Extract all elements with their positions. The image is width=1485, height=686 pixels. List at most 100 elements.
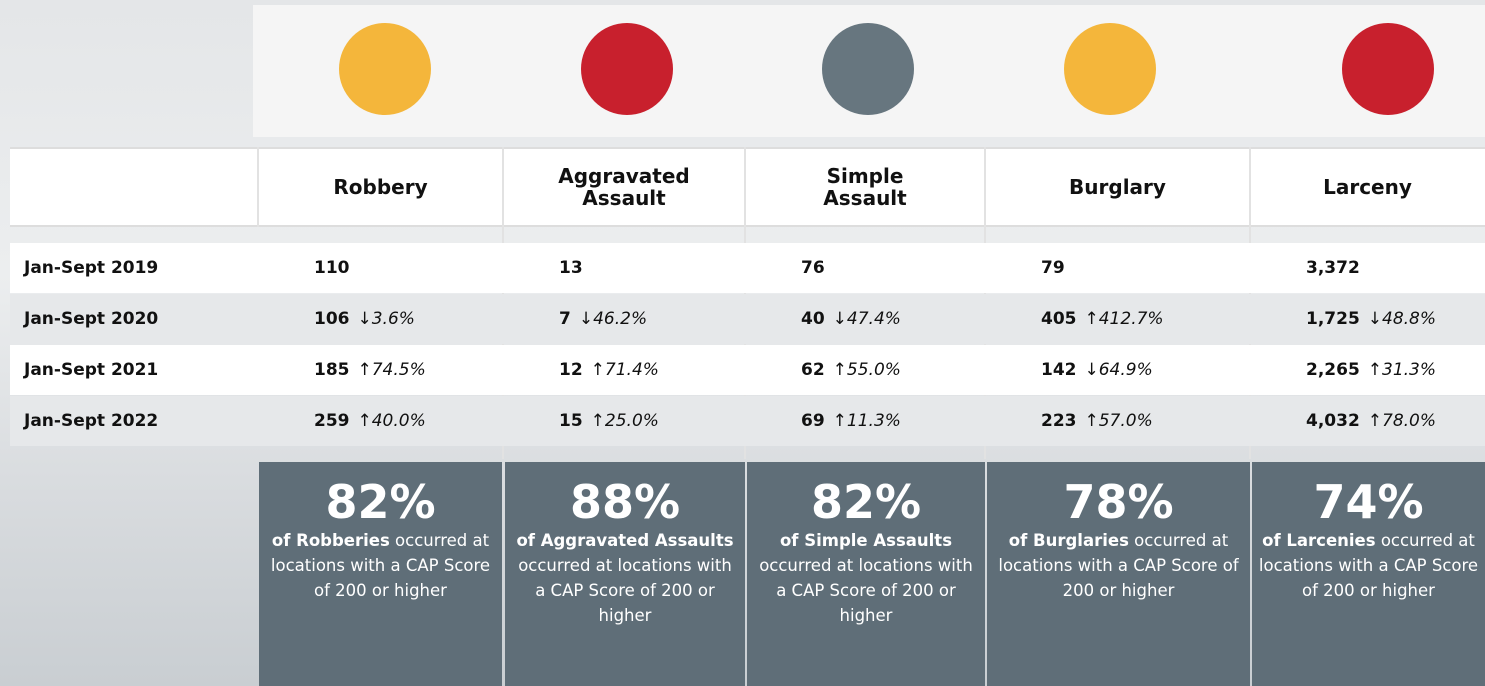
cell-value: 79 — [1041, 258, 1065, 278]
stat-percent: 74% — [1313, 475, 1424, 529]
stat-text: of Burglaries occurred at locations with… — [993, 528, 1244, 603]
stat-text: of Aggravated Assaults occurred at locat… — [511, 528, 739, 628]
column-header: Larceny — [1323, 175, 1412, 199]
table-cell: 62 ↑55.0% — [801, 345, 985, 395]
column-header: Simple Assault — [823, 164, 907, 210]
stat-box: 82% of Simple Assaults occurred at locati… — [747, 462, 985, 686]
cell-value: 12 — [559, 360, 583, 380]
cell-value: 185 — [314, 360, 350, 380]
table-cell: 12 ↑71.4% — [559, 345, 745, 395]
cell-value: 259 — [314, 411, 350, 431]
column-header: Robbery — [333, 175, 428, 199]
cell-change: ↑25.0% — [590, 411, 659, 431]
stat-bold: of Simple Assaults — [779, 531, 953, 550]
cell-change: ↑11.3% — [832, 411, 901, 431]
stat-bold: of Aggravated Assaults — [516, 531, 734, 550]
cell-value: 40 — [801, 309, 825, 329]
table-cell: 76 — [801, 243, 985, 293]
crime-icon — [1064, 23, 1156, 115]
row-label: Jan-Sept 2021 — [24, 360, 159, 380]
cell-change: ↑40.0% — [357, 411, 426, 431]
table-cell: 69 ↑11.3% — [801, 396, 985, 446]
row-label: Jan-Sept 2019 — [24, 258, 159, 278]
table-row — [10, 243, 1485, 293]
stat-desc: occurred at locations with a CAP Score o… — [1258, 531, 1479, 600]
stat-bold: of Larcenies — [1262, 531, 1376, 550]
stat-bold: of Burglaries — [1008, 531, 1129, 550]
table-row — [10, 345, 1485, 395]
table-cell: 1,725 ↓48.8% — [1306, 294, 1485, 344]
column-header: Aggravated Assault — [558, 164, 690, 210]
crime-icon — [1342, 23, 1434, 115]
table-cell: 185 ↑74.5% — [314, 345, 503, 395]
table-cell: 7 ↓46.2% — [559, 294, 745, 344]
cell-change: ↑78.0% — [1367, 411, 1437, 431]
crime-icon — [822, 23, 914, 115]
cell-change: ↑31.3% — [1367, 360, 1437, 380]
column-divider — [257, 147, 259, 227]
table-cell: 15 ↑25.0% — [559, 396, 745, 446]
stat-desc: occurred at locations with a CAP Score o… — [270, 531, 491, 600]
cell-change: ↑412.7% — [1084, 309, 1164, 329]
stat-text: of Larcenies occurred at locations with … — [1258, 528, 1479, 603]
cell-change: ↑71.4% — [590, 360, 659, 380]
cell-change: ↓47.4% — [832, 309, 901, 329]
stat-text: of Robberies occurred at locations with … — [265, 528, 496, 603]
crime-icon — [339, 23, 431, 115]
cell-value: 7 — [559, 309, 571, 329]
table-cell: 110 — [314, 243, 503, 293]
cell-value: 405 — [1041, 309, 1077, 329]
table-cell: 223 ↑57.0% — [1041, 396, 1250, 446]
table-cell: 4,032 ↑78.0% — [1306, 396, 1485, 446]
table-cell: 79 — [1041, 243, 1250, 293]
column-header: Burglary — [1069, 175, 1166, 199]
stat-percent: 82% — [810, 475, 922, 529]
stat-box: 88% of Aggravated Assaults occurred at lo… — [505, 462, 745, 686]
stat-box: 78% of Burglaries occurred at locations w… — [987, 462, 1250, 686]
stat-bold: of Robberies — [271, 531, 390, 550]
table-cell: 2,265 ↑31.3% — [1306, 345, 1485, 395]
cell-value: 4,032 — [1306, 411, 1360, 431]
table-cell: 259 ↑40.0% — [314, 396, 503, 446]
stat-box: 74% of Larcenies occurred at locations wi… — [1252, 462, 1485, 686]
cell-change: ↓64.9% — [1084, 360, 1153, 380]
cell-change: ↑74.5% — [357, 360, 426, 380]
cell-change: ↓3.6% — [357, 309, 415, 329]
table-cell: 40 ↓47.4% — [801, 294, 985, 344]
cell-value: 69 — [801, 411, 825, 431]
header-row — [10, 147, 1485, 227]
table-cell: 3,372 — [1306, 243, 1485, 293]
table-cell: 405 ↑412.7% — [1041, 294, 1250, 344]
stat-desc: occurred at locations with a CAP Score o… — [759, 556, 973, 625]
cell-value: 76 — [801, 258, 825, 278]
crime-icon — [581, 23, 673, 115]
stat-text: of Simple Assaults occurred at locations… — [753, 528, 979, 628]
stat-desc: occurred at locations with a CAP Score o… — [998, 531, 1239, 600]
cell-change: ↑57.0% — [1084, 411, 1153, 431]
cell-value: 3,372 — [1306, 258, 1360, 278]
cell-value: 110 — [314, 258, 350, 278]
table-cell: 106 ↓3.6% — [314, 294, 503, 344]
cell-value: 15 — [559, 411, 583, 431]
cell-value: 142 — [1041, 360, 1077, 380]
cell-value: 13 — [559, 258, 583, 278]
cell-value: 223 — [1041, 411, 1077, 431]
stat-percent: 78% — [1063, 475, 1174, 529]
table-cell: 142 ↓64.9% — [1041, 345, 1250, 395]
stat-box: 82% of Robberies occurred at locations wi… — [259, 462, 502, 686]
row-label: Jan-Sept 2020 — [24, 309, 159, 329]
cell-value: 2,265 — [1306, 360, 1360, 380]
stat-percent: 88% — [569, 475, 681, 529]
stat-desc: occurred at locations with a CAP Score o… — [518, 556, 732, 625]
cell-change: ↓48.8% — [1367, 309, 1437, 329]
table-cell: 13 — [559, 243, 745, 293]
cell-value: 106 — [314, 309, 350, 329]
table-row — [10, 396, 1485, 446]
cell-value: 62 — [801, 360, 825, 380]
stat-percent: 82% — [325, 475, 436, 529]
cell-change: ↓46.2% — [578, 309, 648, 329]
row-label: Jan-Sept 2022 — [24, 411, 159, 431]
cell-change: ↑55.0% — [832, 360, 901, 380]
cell-value: 1,725 — [1306, 309, 1360, 329]
